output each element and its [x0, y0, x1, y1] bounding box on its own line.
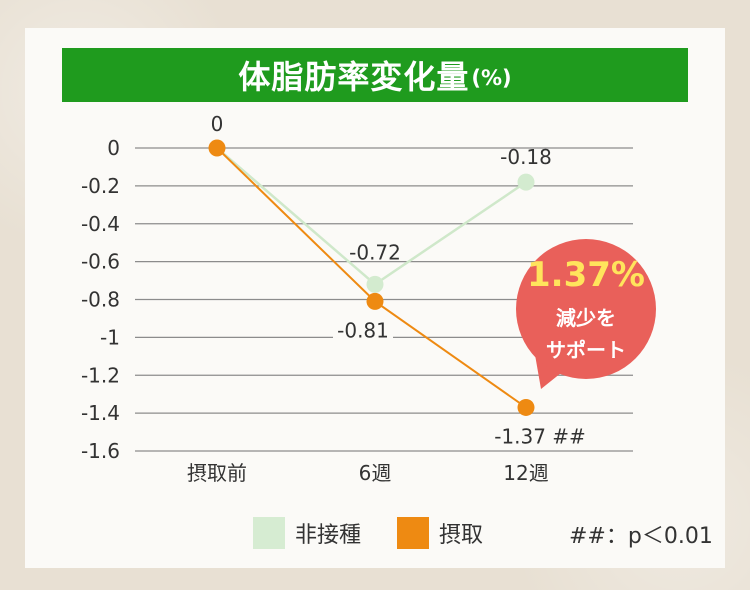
callout-line1: 減少を	[556, 306, 616, 330]
y-tick-label: -1	[100, 325, 120, 349]
callout-bubble	[516, 239, 656, 379]
callout-line2: サポート	[546, 338, 626, 362]
data-label: -0.18	[500, 145, 552, 169]
x-tick-label: 6週	[359, 461, 392, 485]
data-point	[517, 398, 535, 416]
y-tick-label: 0	[107, 136, 120, 160]
legend-label-placebo: 非接種	[295, 523, 362, 548]
significance-note: ##：p＜0.01	[569, 524, 713, 549]
legend-swatch-placebo	[253, 517, 285, 549]
legend-item-intake: 摂取	[397, 517, 483, 549]
data-point	[366, 275, 384, 293]
legend: 非接種 摂取	[253, 516, 519, 550]
data-label: -1.37 ##	[494, 424, 586, 448]
y-tick-label: -0.8	[81, 288, 120, 312]
y-tick-label: -1.6	[81, 439, 120, 463]
data-label: -0.81	[337, 318, 389, 342]
y-tick-label: -1.2	[81, 363, 120, 387]
data-point	[517, 173, 535, 191]
data-label: 0	[211, 112, 224, 136]
x-tick-label: 12週	[503, 461, 548, 485]
callout-highlight: 1.37%	[527, 255, 645, 295]
y-tick-label: -0.6	[81, 250, 120, 274]
x-tick-label: 摂取前	[187, 461, 247, 485]
data-point	[366, 292, 384, 310]
y-tick-label: -1.4	[81, 401, 120, 425]
data-label-bg	[333, 318, 393, 344]
legend-label-intake: 摂取	[439, 523, 484, 548]
y-tick-label: -0.2	[81, 174, 120, 198]
data-label: -0.72	[349, 240, 401, 264]
chart-title: 体脂肪率変化量	[238, 58, 470, 96]
chart-title-unit: (%)	[471, 66, 512, 90]
data-point	[208, 139, 226, 157]
legend-swatch-intake	[397, 517, 430, 549]
chart-title-bar: 体脂肪率変化量 (%)	[62, 48, 688, 102]
legend-item-placebo: 非接種	[253, 517, 361, 549]
y-tick-label: -0.4	[81, 212, 120, 236]
